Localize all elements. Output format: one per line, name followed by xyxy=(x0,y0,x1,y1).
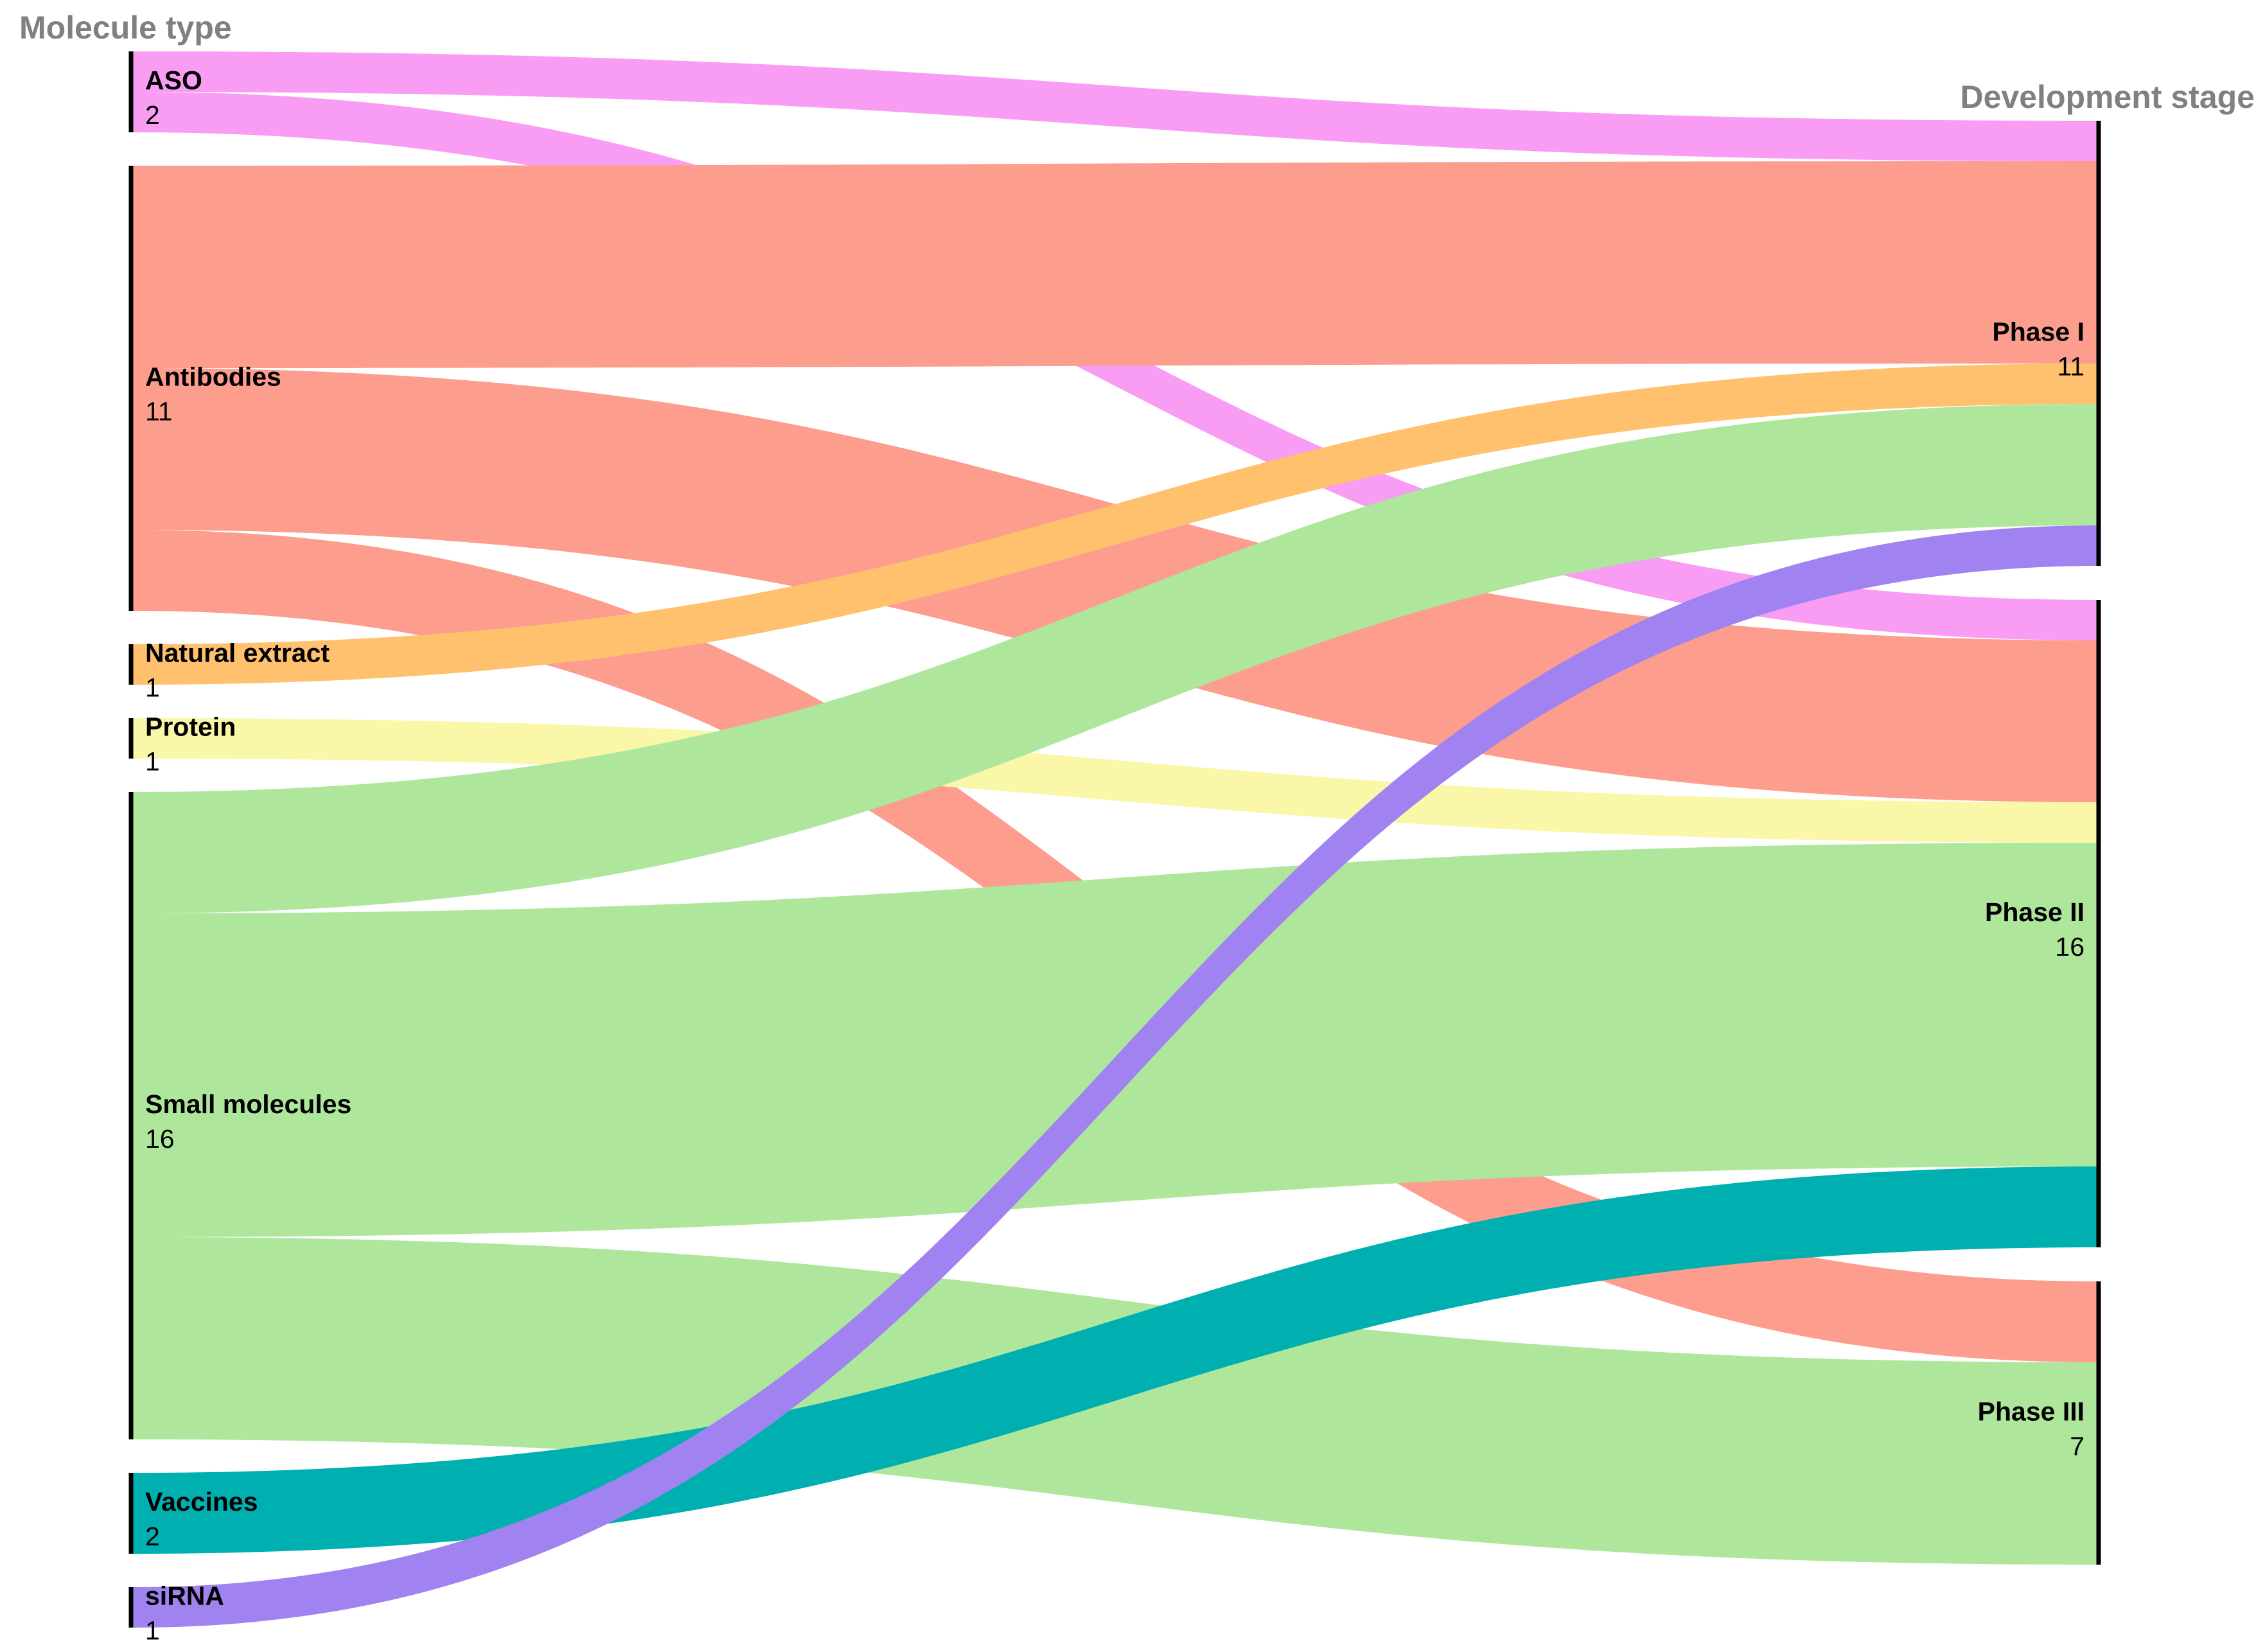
right-node-bar-p1 xyxy=(2096,121,2101,566)
right-node-bar-p2 xyxy=(2096,600,2101,1247)
right-node-count-p1: 11 xyxy=(2057,352,2084,382)
left-node-bar-aso xyxy=(128,51,134,132)
flow-small-to-p3 xyxy=(133,1237,2099,1565)
flows-layer xyxy=(133,51,2099,1628)
flow-antibodies-to-p1 xyxy=(133,161,2099,368)
left-node-name-vaccines: Vaccines xyxy=(145,1487,258,1516)
left-node-name-sirna: siRNA xyxy=(145,1581,224,1611)
left-node-name-small: Small molecules xyxy=(145,1089,351,1119)
flow-small-to-p2 xyxy=(133,843,2099,1237)
right-node-count-p2: 16 xyxy=(2055,932,2084,962)
flow-natural-to-p1 xyxy=(133,364,2099,685)
right-node-name-p3: Phase III xyxy=(1978,1397,2084,1427)
flow-sirna-to-p1 xyxy=(133,525,2099,1628)
right-node-name-p1: Phase I xyxy=(1992,317,2084,347)
left-node-bar-antibodies xyxy=(128,166,134,611)
right-node-name-p2: Phase II xyxy=(1985,897,2084,927)
left-node-count-small: 16 xyxy=(145,1124,175,1154)
flow-antibodies-to-p2 xyxy=(133,368,2099,802)
left-node-count-antibodies: 11 xyxy=(145,397,173,426)
flow-vaccines-to-p2 xyxy=(133,1166,2099,1554)
left-node-name-protein: Protein xyxy=(145,712,236,742)
left-node-bar-small xyxy=(128,792,134,1439)
left-axis-title: Molecule type xyxy=(19,10,232,46)
right-node-count-p3: 7 xyxy=(2070,1432,2084,1461)
node-bars-layer xyxy=(128,51,2101,1628)
left-node-bar-natural xyxy=(128,644,134,685)
flow-small-to-p1 xyxy=(133,404,2099,913)
left-node-name-aso: ASO xyxy=(145,66,202,95)
left-node-count-sirna: 1 xyxy=(145,1616,160,1646)
left-node-bar-protein xyxy=(128,718,134,759)
flow-protein-to-p2 xyxy=(133,718,2099,843)
right-axis-title: Development stage xyxy=(1961,79,2255,115)
left-node-bar-vaccines xyxy=(128,1473,134,1554)
flow-aso-to-p2 xyxy=(133,92,2099,640)
left-node-count-aso: 2 xyxy=(145,100,160,130)
left-node-bar-sirna xyxy=(128,1587,134,1628)
left-node-name-natural: Natural extract xyxy=(145,638,330,668)
left-node-count-protein: 1 xyxy=(145,747,160,777)
left-node-count-vaccines: 2 xyxy=(145,1522,160,1551)
right-node-bar-p3 xyxy=(2096,1281,2101,1565)
left-node-name-antibodies: Antibodies xyxy=(145,362,281,392)
flow-aso-to-p1 xyxy=(133,51,2099,161)
left-node-count-natural: 1 xyxy=(145,673,160,703)
